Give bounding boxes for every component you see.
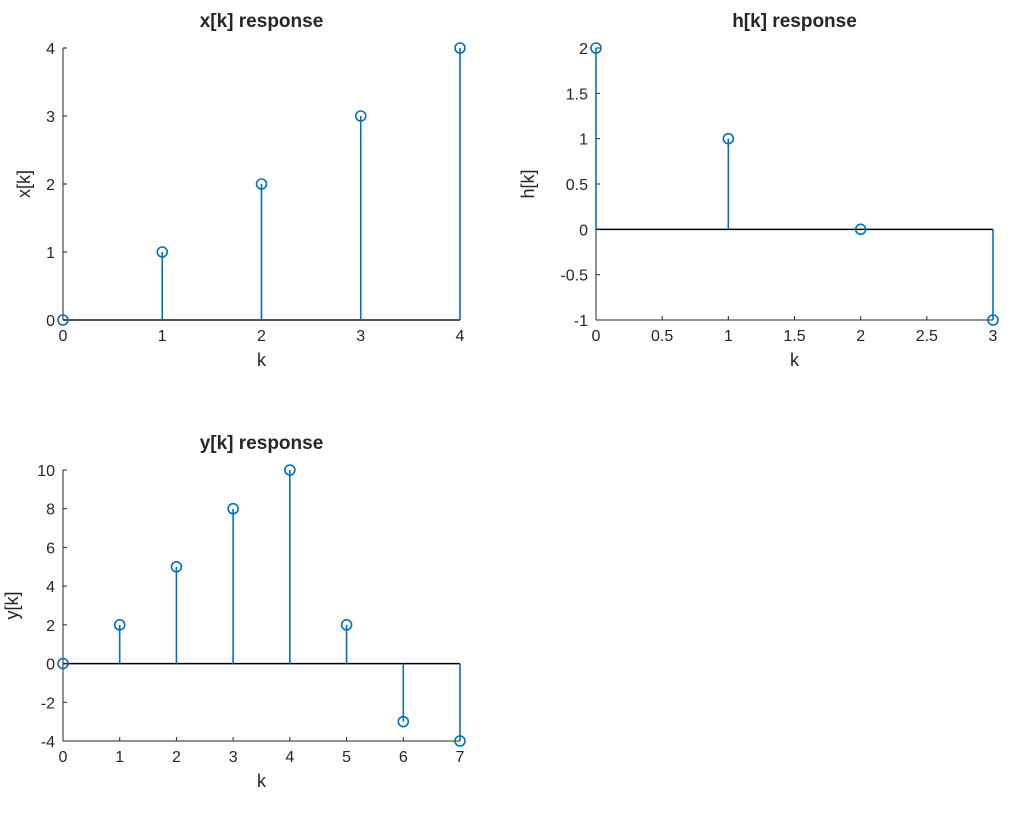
h-y-tick-label: 0.5	[566, 177, 588, 194]
h-stem-marker	[987, 314, 999, 326]
h-stem-marker	[854, 223, 867, 236]
h-stem-marker	[722, 132, 735, 145]
y-stem-marker	[454, 735, 466, 747]
y-x-tick-label: 3	[229, 749, 238, 766]
x-x-tick-label: 0	[59, 328, 68, 345]
x-chart-title: x[k] response	[200, 11, 324, 32]
x-y-tick-label: 3	[46, 109, 55, 126]
y-x-tick-label: 7	[456, 749, 465, 766]
y-y-tick-label: 8	[46, 502, 55, 519]
y-stem-marker	[113, 619, 126, 631]
y-stem-marker	[340, 619, 353, 631]
y-x-tick-label: 2	[172, 749, 181, 766]
x-x-tick-label: 1	[158, 328, 167, 345]
x-y-tick-label: 2	[46, 177, 55, 194]
y-x-tick-label: 5	[342, 749, 351, 766]
y-y-tick-label: 2	[46, 618, 55, 635]
h-x-tick-label: 1	[724, 328, 733, 345]
y-y-tick-label: 4	[46, 579, 55, 596]
h-y-tick-label: 0	[579, 222, 588, 239]
x-stem-marker	[454, 42, 466, 54]
h-x-tick-label: 2	[856, 328, 865, 345]
h-x-axis-label: k	[790, 350, 800, 370]
h-x-tick-label: 2.5	[916, 328, 938, 345]
y-stem-marker	[397, 715, 410, 728]
h-x-tick-label: 0.5	[651, 328, 673, 345]
h-chart-title: h[k] response	[732, 11, 857, 32]
y-y-tick-label: 0	[46, 657, 55, 674]
y-x-tick-label: 4	[285, 749, 294, 766]
y-y-tick-label: 10	[37, 463, 55, 480]
y-stem-marker	[284, 464, 296, 476]
y-x-tick-label: 1	[115, 749, 124, 766]
x-y-tick-label: 4	[46, 41, 55, 58]
h-y-axis-label: h[k]	[518, 169, 538, 198]
h-x-tick-label: 3	[989, 328, 998, 345]
h-y-tick-label: -0.5	[560, 268, 588, 285]
plot-y-response: y[k] response 0 1 2 3 4 5 6 7 -4 -2 0 2 4 6 8 10 k y[k]	[2, 433, 466, 791]
h-y-tick-label: 1	[579, 132, 588, 149]
x-stem-marker	[354, 110, 367, 122]
y-y-axis-label: y[k]	[2, 591, 22, 619]
plot-x-response: x[k] response 0 1 2 3 4 0 1 2 3 4 k x[k]	[14, 11, 466, 370]
y-stem-marker	[57, 657, 69, 670]
y-chart-title: y[k] response	[200, 433, 324, 454]
x-x-tick-label: 4	[456, 328, 465, 345]
plot-h-response: h[k] response 0 0.5 1 1.5 2 2.5 3 -1 -0.5 0 0.5 1 1.5…	[518, 11, 999, 370]
y-x-tick-label: 0	[59, 749, 68, 766]
y-y-tick-label: -4	[41, 734, 55, 751]
y-x-axis-label: k	[257, 771, 267, 791]
x-stem-marker	[255, 178, 268, 190]
h-y-tick-label: 1.5	[566, 86, 588, 103]
y-x-tick-label: 6	[399, 749, 408, 766]
h-stem-marker	[590, 42, 602, 54]
h-y-tick-label: -1	[574, 313, 588, 330]
x-y-axis-label: x[k]	[14, 170, 34, 198]
x-x-tick-label: 2	[257, 328, 266, 345]
x-stem-marker	[156, 246, 169, 258]
x-x-tick-label: 3	[356, 328, 365, 345]
y-stem-marker	[227, 502, 239, 515]
x-y-tick-label: 0	[46, 313, 55, 330]
y-y-tick-label: 6	[46, 540, 55, 557]
y-stem-marker	[170, 560, 183, 573]
x-stem-marker	[57, 314, 69, 326]
h-x-tick-label: 1.5	[783, 328, 805, 345]
h-y-tick-label: 2	[579, 41, 588, 58]
x-y-tick-label: 1	[46, 245, 55, 262]
y-y-tick-label: -2	[41, 695, 55, 712]
h-x-tick-label: 0	[592, 328, 601, 345]
x-x-axis-label: k	[257, 350, 267, 370]
